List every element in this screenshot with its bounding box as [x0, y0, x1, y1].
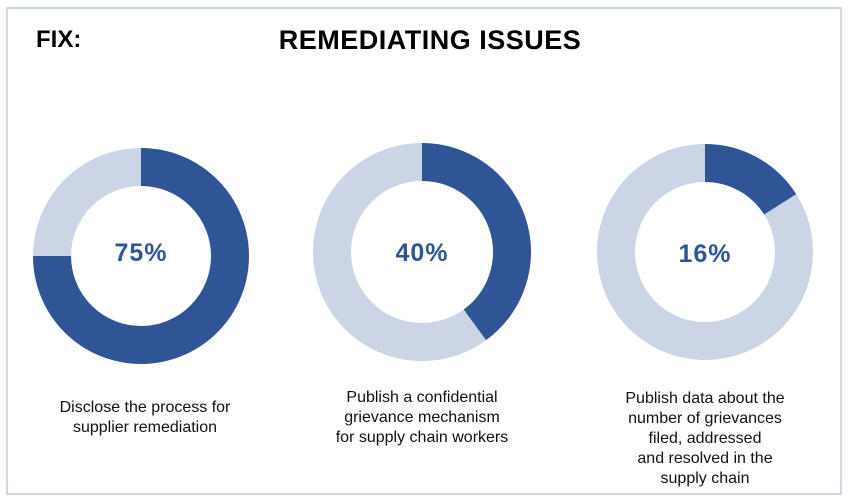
caption-3-line-4: and resolved in the — [637, 450, 773, 467]
caption-3-line-5: supply chain — [660, 470, 750, 487]
donut-chart-3: 16% — [597, 144, 813, 360]
donut-svg-2 — [313, 143, 531, 361]
infographic-frame — [6, 7, 842, 495]
percent-label-1: 75% — [114, 239, 168, 267]
caption-3: Publish data about the number of grievan… — [575, 389, 835, 489]
caption-2-line-2: grievance mechanism — [344, 409, 500, 426]
caption-3-line-2: number of grievances — [628, 410, 782, 427]
caption-2: Publish a confidential grievance mechani… — [297, 388, 547, 448]
donut-filled-arc-2 — [421, 143, 531, 341]
caption-2-line-3: for supply chain workers — [335, 429, 509, 446]
caption-2-line-1: Publish a confidential — [346, 389, 498, 406]
percent-label-2: 40% — [395, 239, 449, 267]
donut-chart-1: 75% — [33, 148, 249, 364]
donut-filled-arc-3 — [704, 144, 797, 216]
donut-svg-3 — [597, 144, 813, 360]
caption-1-line-2: supplier remediation — [72, 419, 218, 436]
section-tag: FIX: — [36, 26, 82, 53]
page-title: REMEDIATING ISSUES — [278, 25, 582, 55]
caption-3-line-1: Publish data about the — [625, 390, 785, 407]
caption-1: Disclose the process for supplier remedi… — [20, 398, 270, 438]
donut-svg-1 — [33, 148, 249, 364]
donut-filled-arc-1 — [33, 148, 249, 364]
percent-label-3: 16% — [678, 240, 732, 268]
caption-3-line-3: filed, addressed — [648, 430, 762, 447]
caption-1-line-1: Disclose the process for — [59, 399, 231, 416]
donut-chart-2: 40% — [313, 143, 531, 361]
